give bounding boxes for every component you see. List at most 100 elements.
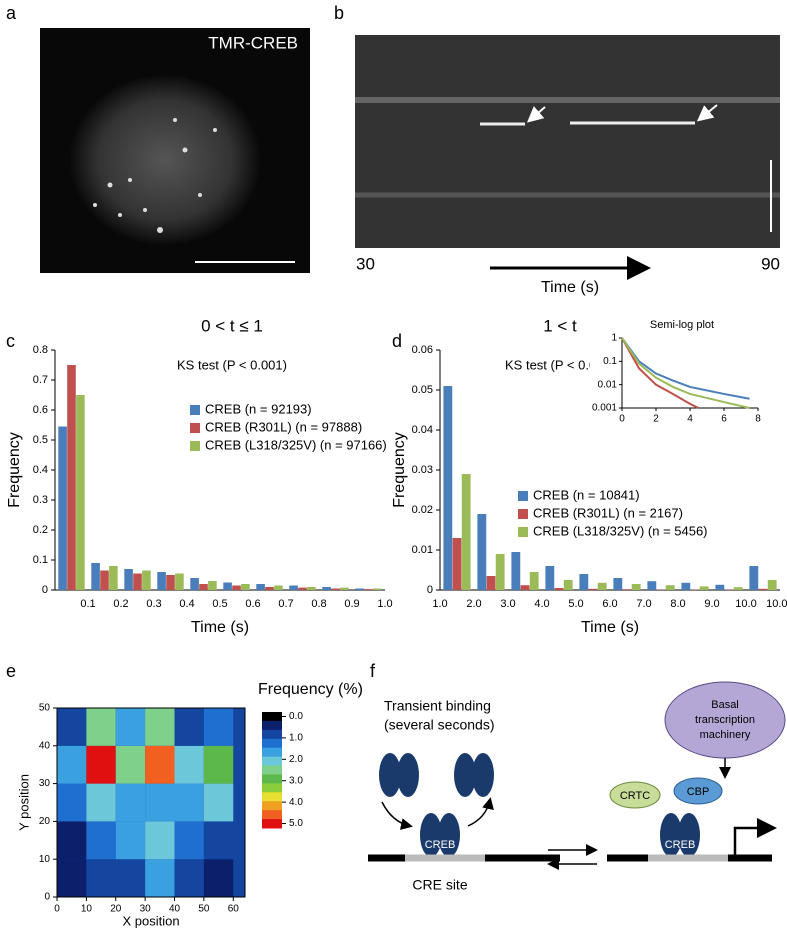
panel-label: a — [6, 3, 17, 23]
bar — [613, 578, 623, 590]
chart-subtitle: KS test (P < 0.001) — [177, 357, 287, 372]
bar — [443, 386, 453, 590]
colorbar-label: 5.0 — [289, 818, 303, 829]
bar — [340, 587, 349, 590]
bar — [58, 426, 67, 590]
bar — [545, 566, 555, 590]
chart-title: 1 < t — [543, 316, 577, 335]
heat-cell — [57, 745, 87, 784]
heat-cell — [57, 783, 87, 822]
y-tick-label: 0.8 — [33, 344, 48, 356]
heat-cell — [86, 859, 116, 897]
x-tick-label: 40 — [169, 904, 181, 915]
y-tick-label: 0.2 — [33, 524, 48, 536]
diagram-label: transcription — [695, 714, 755, 726]
x-tick-label: 2.0 — [466, 598, 481, 610]
colorbar-label: 3.0 — [289, 775, 303, 786]
y-tick-label: 0.001 — [592, 403, 617, 414]
diagram-label: CRE site — [412, 877, 467, 893]
heat-cell — [203, 821, 234, 860]
colorbar-title: Frequency (%) — [258, 681, 363, 698]
x-tick-label: 20 — [110, 904, 122, 915]
y-axis-title: Frequency — [6, 432, 23, 508]
legend-label: CREB (n = 10841) — [533, 487, 640, 502]
y-tick-label: 0.5 — [33, 434, 48, 446]
heat-cell — [86, 821, 116, 860]
bar — [355, 588, 364, 590]
bar — [133, 573, 142, 590]
y-tick-label: 0 — [42, 584, 48, 596]
x-tick-label: 0.1 — [80, 598, 95, 610]
heat-cell — [57, 821, 87, 860]
x-tick-label: 9.0 — [704, 598, 719, 610]
heat-cell — [174, 821, 204, 860]
bar — [588, 588, 598, 590]
bar — [67, 365, 76, 590]
x-tick-label: 0.5 — [212, 598, 227, 610]
heat-cell — [145, 859, 175, 897]
heat-cell — [145, 708, 175, 746]
colorbar-band — [262, 801, 282, 811]
bar — [733, 587, 743, 590]
heat-cell — [86, 745, 116, 784]
heat-cell — [86, 708, 116, 746]
heat-cell — [174, 783, 204, 822]
bar — [166, 575, 175, 590]
diagram-label: (several seconds) — [384, 717, 495, 733]
heat-cell — [145, 745, 175, 784]
bar — [274, 585, 283, 590]
y-tick-label: 0 — [427, 584, 433, 596]
panel-label: f — [370, 661, 376, 681]
y-tick-label: 0.02 — [412, 504, 433, 516]
legend-swatch — [518, 527, 528, 537]
heat-cell — [203, 745, 234, 784]
heat-cell — [174, 708, 204, 746]
chart-title: 0 < t ≤ 1 — [201, 316, 263, 335]
x-axis-title: Time (s) — [581, 619, 639, 636]
x-tick-label: 50 — [198, 904, 210, 915]
bar — [715, 584, 725, 590]
y-tick-label: 0.4 — [33, 464, 48, 476]
colorbar-band — [262, 783, 282, 793]
colorbar-label: 1.0 — [289, 733, 303, 744]
bar — [307, 587, 316, 590]
x-tick-label: 3.0 — [500, 598, 515, 610]
diagram — [368, 681, 786, 870]
x-tick-label: 10 — [81, 904, 93, 915]
chart-subtitle: KS test (P < 0.001) — [505, 357, 615, 372]
axis-label: 30 — [356, 254, 375, 273]
bar — [579, 574, 589, 590]
colorbar-band — [262, 729, 282, 740]
legend-swatch — [190, 441, 200, 451]
bar — [373, 588, 382, 590]
bar — [461, 474, 471, 590]
y-tick-label: 1 — [611, 333, 617, 344]
y-tick-label: 0.06 — [412, 344, 433, 356]
diagram-label: Transient binding — [384, 698, 491, 714]
image-label: TMR-CREB — [208, 33, 298, 52]
y-tick-label: 0.05 — [412, 384, 433, 396]
bar — [331, 588, 340, 590]
x-axis-title: X position — [122, 913, 179, 928]
plot-frame — [56, 707, 246, 898]
y-axis-title: Y position — [16, 774, 31, 831]
colorbar-band — [262, 810, 282, 820]
y-tick-label: 0.3 — [33, 494, 48, 506]
colorbar-label: 0.0 — [289, 711, 303, 722]
bar — [767, 580, 777, 590]
legend-swatch — [190, 405, 200, 415]
x-tick-label: 6 — [721, 414, 727, 425]
y-tick-label: 0.6 — [33, 404, 48, 416]
heat-cell — [115, 745, 146, 784]
y-tick-label: 0.01 — [412, 544, 433, 556]
inset-title: Semi-log plot — [650, 319, 714, 331]
line — [621, 337, 699, 409]
y-tick-label: 0.04 — [412, 424, 433, 436]
bar — [486, 576, 496, 590]
y-tick-label: 0.1 — [603, 356, 617, 367]
bar — [232, 585, 241, 590]
bar — [298, 587, 307, 590]
bar — [124, 569, 133, 590]
colorbar-band — [262, 756, 282, 767]
